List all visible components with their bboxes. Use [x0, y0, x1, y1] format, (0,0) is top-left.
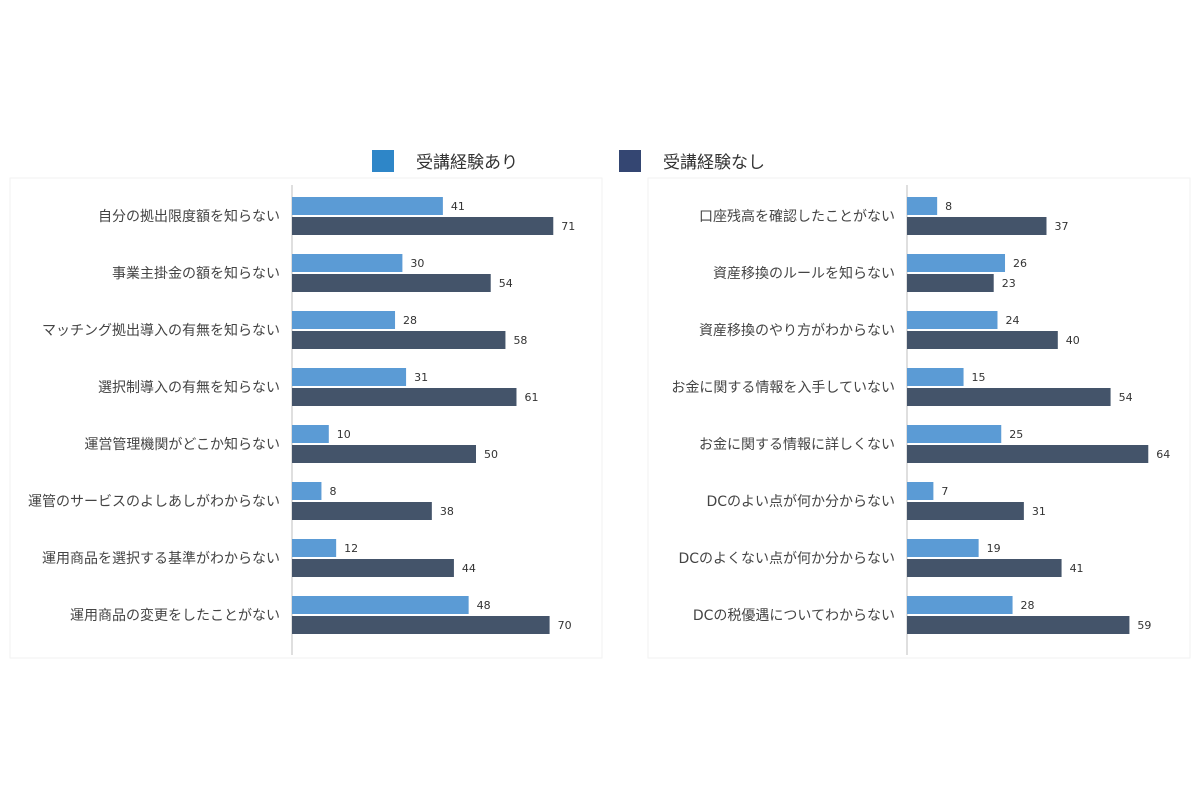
bar-without-training — [292, 217, 554, 235]
legend-label-without-training: 受講経験なし — [663, 153, 765, 173]
bar-with-training — [292, 539, 337, 557]
bar-without-training — [292, 616, 550, 634]
panel-frame-1 — [9, 177, 603, 659]
data-label: 19 — [987, 542, 1001, 555]
bar-with-training — [292, 254, 403, 272]
bar-without-training — [907, 388, 1111, 406]
bar-without-training — [292, 559, 454, 577]
data-label: 50 — [484, 448, 498, 461]
bar-without-training — [907, 217, 1047, 235]
data-label: 12 — [344, 542, 358, 555]
bar-with-training — [907, 596, 1013, 614]
category-label: お金に関する情報に詳しくない — [699, 437, 895, 453]
data-label: 24 — [1005, 314, 1019, 327]
data-label: 70 — [558, 619, 572, 632]
data-label: 44 — [462, 562, 476, 575]
data-label: 28 — [1021, 599, 1035, 612]
data-label: 31 — [414, 371, 428, 384]
data-label: 71 — [561, 220, 575, 233]
category-label: 資産移換のルールを知らない — [713, 265, 895, 282]
bar-with-training — [292, 482, 322, 500]
category-label: DCの税優遇についてわからない — [693, 608, 895, 624]
data-label: 40 — [1066, 334, 1080, 347]
bar-with-training — [907, 254, 1006, 272]
bar-without-training — [907, 331, 1058, 349]
panel-frame-2 — [647, 177, 1191, 659]
bar-with-training — [292, 197, 443, 215]
legend-item-without-training: 受講経験なし — [619, 148, 765, 173]
bar-with-training — [907, 368, 964, 386]
category-label: 自分の拠出限度額を知らない — [98, 208, 280, 225]
bar-without-training — [907, 559, 1062, 577]
bar-without-training — [292, 502, 432, 520]
data-label: 41 — [451, 200, 465, 213]
legend-swatch-without-training — [619, 149, 641, 172]
data-label: 30 — [410, 257, 424, 270]
data-label: 64 — [1156, 448, 1170, 461]
data-label: 10 — [337, 428, 351, 441]
data-label: 48 — [477, 599, 491, 612]
legend-swatch-with-training — [372, 149, 394, 172]
bar-without-training — [907, 445, 1149, 463]
bar-with-training — [907, 311, 998, 329]
category-label: 選択制導入の有無を知らない — [98, 379, 280, 396]
bar-with-training — [292, 368, 407, 386]
category-label: 事業主掛金の額を知らない — [112, 265, 280, 282]
bar-without-training — [907, 274, 994, 292]
category-label: 口座残高を確認したことがない — [699, 208, 895, 225]
category-label: 運管のサービスのよしあしがわからない — [28, 494, 280, 510]
data-label: 61 — [524, 391, 538, 404]
data-label: 38 — [440, 505, 454, 518]
category-label: 資産移換のやり方がわからない — [699, 323, 895, 339]
data-label: 31 — [1032, 505, 1046, 518]
category-label: 運用商品の変更をしたことがない — [70, 607, 280, 624]
bar-with-training — [292, 425, 329, 443]
bar-without-training — [907, 502, 1024, 520]
bar-without-training — [292, 388, 517, 406]
data-label: 28 — [403, 314, 417, 327]
data-label: 8 — [329, 485, 336, 498]
bar-without-training — [292, 274, 491, 292]
bar-without-training — [292, 445, 476, 463]
bar-without-training — [292, 331, 506, 349]
category-label: DCのよい点が何か分からない — [706, 494, 895, 510]
category-label: マッチング拠出導入の有無を知らない — [42, 322, 280, 339]
data-label: 25 — [1009, 428, 1023, 441]
category-label: 運営管理機関がどこか知らない — [84, 436, 280, 453]
legend-label-with-training: 受講経験あり — [416, 153, 518, 173]
data-label: 54 — [499, 277, 513, 290]
data-label: 15 — [972, 371, 986, 384]
data-label: 58 — [513, 334, 527, 347]
data-label: 26 — [1013, 257, 1027, 270]
bar-with-training — [292, 596, 469, 614]
bar-without-training — [907, 616, 1130, 634]
bar-with-training — [907, 197, 938, 215]
category-label: お金に関する情報を入手していない — [671, 380, 895, 396]
category-label: DCのよくない点が何か分からない — [678, 551, 895, 567]
data-label: 7 — [941, 485, 948, 498]
bar-with-training — [292, 311, 396, 329]
data-label: 59 — [1137, 619, 1151, 632]
data-label: 54 — [1119, 391, 1133, 404]
bar-with-training — [907, 482, 934, 500]
data-label: 23 — [1002, 277, 1016, 290]
category-label: 運用商品を選択する基準がわからない — [42, 550, 280, 567]
data-label: 37 — [1054, 220, 1068, 233]
bar-with-training — [907, 425, 1002, 443]
bar-with-training — [907, 539, 979, 557]
data-label: 41 — [1070, 562, 1084, 575]
data-label: 8 — [945, 200, 952, 213]
legend-item-with-training: 受講経験あり — [372, 148, 518, 173]
